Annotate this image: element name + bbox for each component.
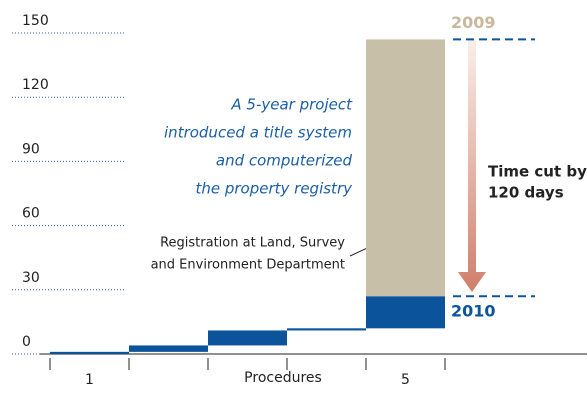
annotation: introduced a title system [164,124,352,142]
annotation: Time cut by [488,163,587,181]
annotation: 120 days [488,184,564,202]
x-tick-label: 5 [401,372,410,388]
y-tick-label: 90 [22,141,40,157]
bar-segment [208,330,287,346]
annotation: and Environment Department [151,258,345,273]
y-tick-label: 150 [22,13,49,29]
time-cut-arrow [458,40,486,292]
x-tick-label: 1 [85,372,94,388]
y-tick-label: 60 [22,206,40,222]
x-axis-label: Procedures [244,370,322,386]
annotation: and computerized [216,152,353,170]
series-label: 2009 [451,13,496,32]
annotation: the property registry [195,180,353,198]
bar-segment [366,39,445,297]
series-label: 2010 [451,302,496,321]
y-tick-label: 0 [22,334,31,350]
annotation: A 5-year project [230,96,353,114]
bar-segment [50,351,129,354]
annotation: Registration at Land, Survey [160,236,345,251]
y-tick-label: 120 [22,77,49,93]
bar-segment [287,328,366,331]
bar-segment [366,296,445,329]
bar-segment [129,345,208,352]
y-tick-label: 30 [22,270,40,286]
